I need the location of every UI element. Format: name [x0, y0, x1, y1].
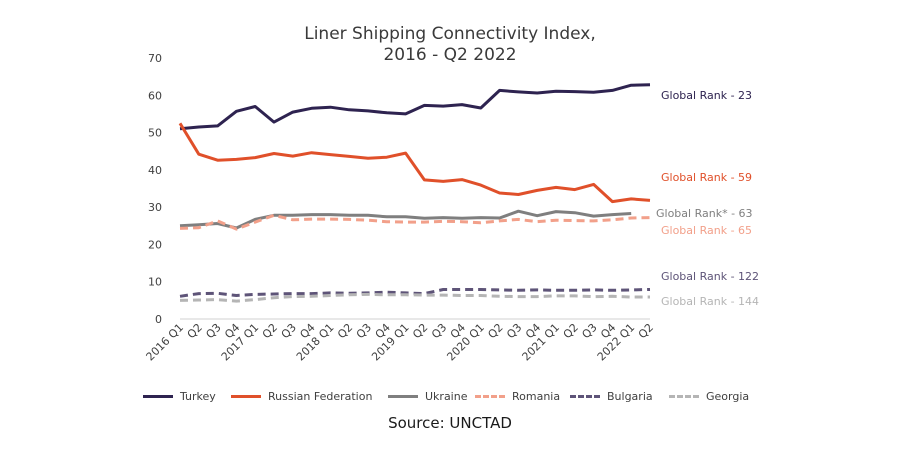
y-tick-label: 70: [148, 52, 162, 65]
chart-title-line-2: 2016 - Q2 2022: [383, 45, 517, 65]
rank-label-turkey: Global Rank - 23: [661, 89, 752, 102]
legend-swatch: [143, 394, 173, 398]
y-tick-label: 10: [148, 276, 162, 289]
y-tick-label: 40: [148, 164, 162, 177]
legend-item-ukraine: Ukraine: [388, 387, 467, 405]
legend-swatch: [570, 394, 600, 398]
legend-swatch: [475, 394, 505, 398]
x-tick-label: Q3: [579, 321, 599, 341]
legend-swatch: [388, 394, 418, 398]
legend-label: Bulgaria: [607, 389, 653, 403]
x-tick-label: Q2: [485, 321, 505, 341]
source-note: Source: UNCTAD: [388, 414, 512, 432]
legend-item-russian-federation: Russian Federation: [231, 387, 372, 405]
x-tick-label: Q2: [561, 321, 581, 341]
x-tick-label: Q2: [335, 321, 355, 341]
x-tick-label: Q3: [279, 321, 299, 341]
chart-title-line-1: Liner Shipping Connectivity Index,: [304, 24, 596, 44]
x-tick-label: Q3: [203, 321, 223, 341]
x-tick-label: 2019 Q1: [369, 321, 412, 364]
series-line-turkey: [179, 83, 651, 131]
x-tick-label: Q3: [429, 321, 449, 341]
rank-label-romania: Global Rank - 65: [661, 224, 752, 237]
rank-label-russian-federation: Global Rank - 59: [661, 171, 752, 184]
y-axis: 0 10 20 30 40 50 60 70: [148, 52, 162, 326]
legend-item-romania: Romania: [475, 387, 560, 405]
x-tick-label: Q3: [504, 321, 524, 341]
chart-legend: Turkey Russian Federation Ukraine Romania Bu…: [0, 387, 900, 405]
x-tick-label: 2020 Q1: [444, 321, 487, 364]
series-line-romania: [179, 213, 651, 231]
x-tick-label: Q3: [354, 321, 374, 341]
x-tick-label: Q2: [260, 321, 280, 341]
legend-swatch: [231, 394, 261, 398]
x-tick-label: Q2: [410, 321, 430, 341]
y-tick-label: 60: [148, 89, 162, 102]
x-tick-label: Q2: [636, 321, 656, 341]
series-lines: [178, 83, 651, 303]
rank-label-ukraine: Global Rank* - 63: [656, 207, 753, 220]
x-tick-label: 2016 Q1: [144, 321, 187, 364]
y-tick-label: 20: [148, 238, 162, 251]
legend-label: Turkey: [180, 389, 216, 403]
series-line-ukraine: [179, 209, 632, 230]
x-tick-label: 2021 Q1: [520, 321, 563, 364]
rank-label-bulgaria: Global Rank - 122: [661, 270, 759, 283]
legend-item-turkey: Turkey: [143, 387, 216, 405]
end-labels: Global Rank - 23 Global Rank - 59 Global R…: [656, 89, 759, 308]
legend-swatch: [669, 394, 699, 398]
series-line-russian-federation: [178, 122, 651, 204]
x-tick-label: 2017 Q1: [219, 321, 262, 364]
legend-label: Georgia: [706, 389, 750, 403]
x-tick-label: 2022 Q1: [595, 321, 638, 364]
rank-label-georgia: Global Rank - 144: [661, 295, 759, 308]
legend-item-bulgaria: Bulgaria: [570, 387, 653, 405]
x-tick-label: 2018 Q1: [294, 321, 337, 364]
y-tick-label: 0: [155, 313, 162, 326]
legend-label: Russian Federation: [268, 389, 373, 403]
series-line-bulgaria: [179, 288, 651, 298]
y-tick-label: 50: [148, 127, 162, 140]
legend-item-georgia: Georgia: [669, 387, 749, 405]
legend-label: Romania: [512, 389, 561, 403]
series-line-georgia: [179, 292, 650, 303]
x-tick-label: Q2: [185, 321, 205, 341]
legend-label: Ukraine: [425, 389, 468, 403]
y-tick-label: 30: [148, 201, 162, 214]
